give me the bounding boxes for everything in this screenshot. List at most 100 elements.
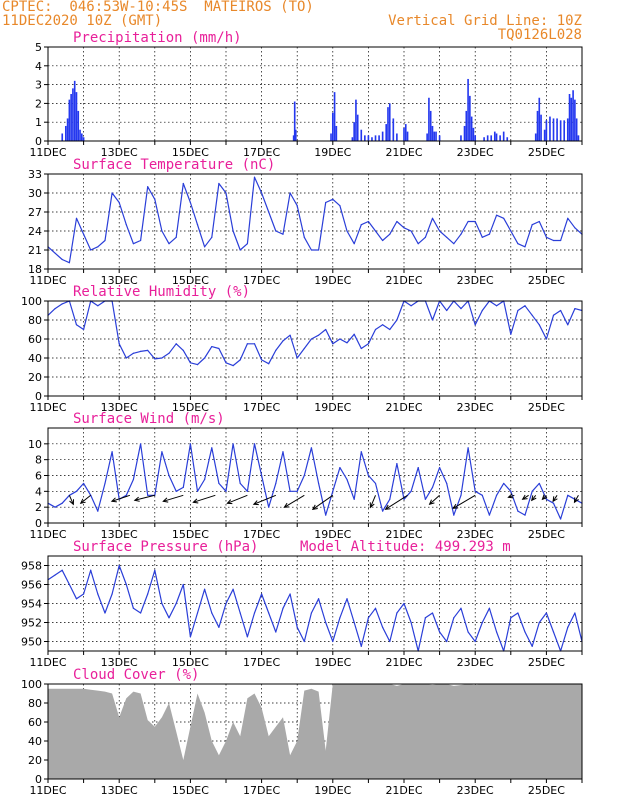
rh-point bbox=[239, 359, 241, 361]
temp-frame bbox=[47, 173, 583, 270]
wind-arrow bbox=[552, 495, 558, 502]
x-tick-label: 23DEC bbox=[457, 274, 494, 287]
rh-point bbox=[268, 363, 270, 365]
pressure-point bbox=[474, 640, 476, 643]
temp-point bbox=[168, 243, 170, 245]
precip-bar bbox=[381, 131, 384, 141]
temp-point bbox=[303, 236, 305, 238]
precip-bar bbox=[388, 103, 391, 141]
temp-point bbox=[574, 227, 576, 229]
x-tick-label: 19DEC bbox=[314, 401, 351, 414]
wind-point bbox=[75, 490, 78, 492]
pressure-point bbox=[353, 621, 355, 624]
wind-point bbox=[396, 463, 398, 465]
temp-point bbox=[68, 262, 70, 264]
precip-bar bbox=[79, 129, 81, 141]
precip-bar bbox=[387, 107, 389, 141]
pressure-series-line bbox=[47, 564, 583, 652]
wind-point bbox=[524, 514, 526, 516]
rh-point bbox=[182, 349, 184, 351]
pressure-point bbox=[253, 612, 256, 614]
temp-point bbox=[439, 230, 441, 232]
precip-bar bbox=[470, 116, 473, 141]
precip-bar bbox=[563, 120, 566, 141]
rh-point bbox=[460, 308, 462, 310]
y-tick-label: 30 bbox=[28, 187, 42, 200]
rh-point bbox=[154, 358, 156, 360]
wind-arrow-head bbox=[552, 496, 558, 503]
y-tick-label: 20 bbox=[28, 754, 42, 767]
precip-bar bbox=[385, 124, 388, 141]
x-tick-label: 15DEC bbox=[172, 656, 209, 669]
pressure-point bbox=[61, 569, 63, 571]
wind-point bbox=[139, 443, 142, 445]
temp-point bbox=[196, 224, 199, 226]
station-header: CPTEC: 046:53W-10:45S MATEIROS (TO) bbox=[2, 0, 314, 15]
rh-point bbox=[204, 357, 206, 359]
temp-point bbox=[474, 220, 476, 223]
temp-point bbox=[261, 192, 263, 194]
precip-bar bbox=[364, 135, 366, 141]
temp-point bbox=[510, 230, 512, 232]
x-tick-label: 13DEC bbox=[101, 146, 138, 159]
rh-point bbox=[253, 343, 256, 345]
wind-point bbox=[161, 451, 163, 453]
temp-point bbox=[560, 239, 562, 242]
temp-point bbox=[410, 230, 412, 232]
y-tick-label: 0 bbox=[35, 390, 42, 403]
pressure-point bbox=[467, 631, 469, 633]
rh-point bbox=[246, 343, 248, 345]
wind-point bbox=[481, 494, 483, 496]
temp-point bbox=[289, 192, 291, 194]
wind-arrow-head bbox=[226, 499, 233, 505]
rh-point bbox=[510, 333, 512, 335]
precip-bar bbox=[66, 118, 69, 141]
precip-bar bbox=[77, 110, 80, 141]
precip-bar bbox=[506, 137, 509, 141]
wind-point bbox=[303, 474, 305, 477]
x-tick-label: 11DEC bbox=[29, 784, 66, 797]
pressure-point bbox=[567, 626, 569, 628]
precip-bar bbox=[495, 133, 498, 141]
pressure-point bbox=[552, 631, 555, 633]
pressure-point bbox=[261, 593, 263, 595]
pressure-point bbox=[97, 593, 99, 595]
pressure-point bbox=[182, 583, 184, 586]
precip-bar bbox=[570, 97, 573, 141]
rh-point bbox=[332, 343, 334, 345]
precip-bar bbox=[435, 131, 437, 141]
y-tick-label: 100 bbox=[21, 295, 42, 308]
rh-point bbox=[346, 342, 348, 344]
x-tick-label: 21DEC bbox=[385, 656, 422, 669]
rh-point bbox=[275, 349, 277, 351]
precip-bar bbox=[392, 118, 395, 141]
temp-point bbox=[139, 239, 142, 242]
wind-point bbox=[282, 451, 284, 453]
pressure-point bbox=[111, 593, 113, 595]
precip-bar bbox=[568, 94, 571, 141]
pressure-point bbox=[446, 640, 448, 643]
wind-arrow bbox=[111, 494, 131, 502]
y-tick-label: 60 bbox=[28, 716, 42, 729]
pressure-point bbox=[410, 621, 412, 624]
precip-bar bbox=[431, 125, 434, 141]
rh-point bbox=[296, 357, 298, 359]
rh-point bbox=[282, 340, 284, 342]
wind-point bbox=[83, 482, 85, 485]
rh-point bbox=[261, 359, 263, 361]
temp-point bbox=[317, 249, 320, 251]
pressure-point bbox=[211, 612, 213, 614]
wind-arrow bbox=[370, 495, 376, 508]
wind-arrow-head bbox=[110, 497, 117, 503]
wind-arrow bbox=[385, 494, 408, 510]
rh-point bbox=[531, 314, 533, 316]
grid-note: Vertical Grid Line: 10Z bbox=[388, 13, 582, 29]
wind-arrow-head bbox=[452, 503, 459, 509]
pressure-point bbox=[268, 612, 270, 614]
pressure-point bbox=[310, 612, 313, 614]
precip-bar bbox=[433, 131, 436, 141]
rh-point bbox=[367, 343, 369, 345]
rh-point bbox=[574, 308, 576, 310]
precip-bar bbox=[469, 95, 471, 141]
rh-point bbox=[474, 324, 476, 326]
